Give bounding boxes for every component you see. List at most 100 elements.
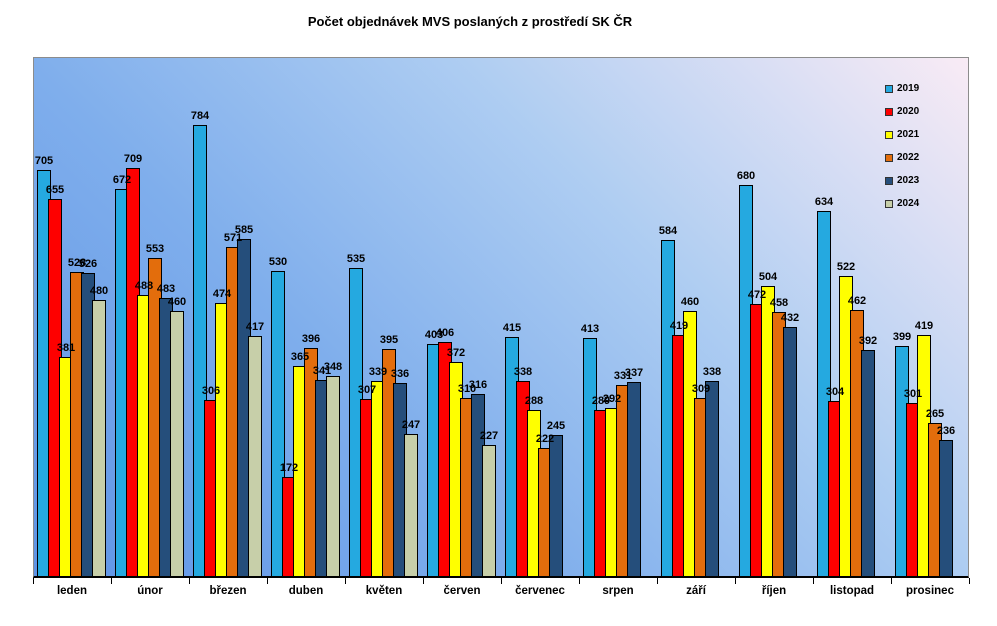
bar-2019-listopad <box>817 211 831 576</box>
bar-value-label: 458 <box>769 297 789 309</box>
bar-value-label: 585 <box>234 224 254 236</box>
bar-value-label: 245 <box>546 420 566 432</box>
bar-2023-červenec <box>549 435 563 576</box>
axis-tick <box>267 578 268 584</box>
bar-group-leden: 705 655 381 528 526 480 <box>34 58 112 576</box>
axis-tick <box>579 578 580 584</box>
bar-value-label: 705 <box>34 155 54 167</box>
axis-tick <box>33 578 34 584</box>
legend-item-2023: 2023 <box>885 176 919 186</box>
axis-tick <box>891 578 892 584</box>
bar-value-label: 488 <box>134 280 154 292</box>
bar-value-label: 504 <box>758 271 778 283</box>
axis-tick <box>423 578 424 584</box>
axis-tick <box>735 578 736 584</box>
bar-value-label: 406 <box>435 327 455 339</box>
legend-label: 2023 <box>897 175 920 186</box>
bar-2019-březen <box>193 125 207 576</box>
bar-value-label: 172 <box>279 462 299 474</box>
bar-group-prosinec: 399 301 419 265 236 <box>892 58 970 576</box>
bar-group-listopad: 634 304 522 462 392 <box>814 58 892 576</box>
legend-swatch-icon <box>885 131 893 139</box>
month-label-srpen: srpen <box>602 585 634 597</box>
legend-label: 2022 <box>897 152 920 163</box>
bar-value-label: 460 <box>680 296 700 308</box>
bar-value-label: 301 <box>903 388 923 400</box>
bar-value-label: 222 <box>535 433 555 445</box>
bar-value-label: 307 <box>357 384 377 396</box>
bar-2024-duben <box>326 376 340 576</box>
legend-label: 2020 <box>897 106 920 117</box>
bar-value-label: 341 <box>312 365 332 377</box>
bar-group-červen: 403 406 372 310 316 227 <box>424 58 502 576</box>
bar-value-label: 553 <box>145 243 165 255</box>
bar-value-label: 474 <box>212 288 232 300</box>
bar-value-label: 528 <box>67 257 87 269</box>
bar-2024-červen <box>482 445 496 576</box>
legend-item-2020: 2020 <box>885 107 919 117</box>
legend-item-2021: 2021 <box>885 130 919 140</box>
bar-group-srpen: 413 289 292 331 337 <box>580 58 658 576</box>
bar-value-label: 348 <box>323 361 343 373</box>
bar-value-label: 655 <box>45 184 65 196</box>
bar-value-label: 292 <box>602 393 622 405</box>
bar-group-červenec: 415 338 288 222 245 <box>502 58 580 576</box>
bar-value-label: 480 <box>89 285 109 297</box>
bar-value-label: 535 <box>346 253 366 265</box>
axis-tick <box>657 578 658 584</box>
bar-value-label: 432 <box>780 312 800 324</box>
bar-value-label: 236 <box>936 425 956 437</box>
month-label-květen: květen <box>365 585 403 597</box>
bar-group-říjen: 680 472 504 458 432 <box>736 58 814 576</box>
legend-item-2019: 2019 <box>885 84 919 94</box>
bar-value-label: 337 <box>624 367 644 379</box>
bar-value-label: 483 <box>156 283 176 295</box>
bar-value-label: 339 <box>368 366 388 378</box>
axis-tick <box>111 578 112 584</box>
bar-value-label: 304 <box>825 386 845 398</box>
bar-value-label: 413 <box>580 323 600 335</box>
axis-tick <box>189 578 190 584</box>
legend-swatch-icon <box>885 85 893 93</box>
bar-value-label: 419 <box>914 320 934 332</box>
axis-tick <box>813 578 814 584</box>
bar-2023-září <box>705 381 719 576</box>
bar-value-label: 460 <box>167 296 187 308</box>
bar-2023-listopad <box>861 350 875 576</box>
legend-item-2024: 2024 <box>885 199 919 209</box>
bar-value-label: 634 <box>814 196 834 208</box>
bar-value-label: 338 <box>702 366 722 378</box>
month-label-prosinec: prosinec <box>906 585 954 597</box>
bar-value-label: 530 <box>268 256 288 268</box>
bar-value-label: 316 <box>468 379 488 391</box>
bar-value-label: 584 <box>658 225 678 237</box>
axis-tick <box>501 578 502 584</box>
month-label-leden: leden <box>56 585 88 597</box>
bar-value-label: 396 <box>301 333 321 345</box>
bar-value-label: 709 <box>123 153 143 165</box>
month-label-únor: únor <box>137 585 163 597</box>
bar-value-label: 419 <box>669 320 689 332</box>
bar-2023-srpen <box>627 382 641 576</box>
bar-value-label: 372 <box>446 347 466 359</box>
month-label-březen: březen <box>209 585 247 597</box>
bar-value-label: 381 <box>56 342 76 354</box>
bar-2023-prosinec <box>939 440 953 576</box>
bar-2024-leden <box>92 300 106 576</box>
bar-2023-říjen <box>783 327 797 576</box>
month-label-červen: červen <box>443 585 481 597</box>
bar-value-label: 472 <box>747 289 767 301</box>
bar-value-label: 395 <box>379 334 399 346</box>
bar-value-label: 310 <box>457 383 477 395</box>
bar-2024-únor <box>170 311 184 576</box>
bar-group-únor: 672 709 488 553 483 460 <box>112 58 190 576</box>
bar-2019-duben <box>271 271 285 576</box>
bar-value-label: 331 <box>613 370 633 382</box>
month-label-září: září <box>686 585 706 597</box>
chart-title: Počet objednávek MVS poslaných z prostře… <box>307 14 633 29</box>
bar-value-label: 309 <box>691 383 711 395</box>
bar-2024-květen <box>404 434 418 576</box>
bar-value-label: 680 <box>736 170 756 182</box>
bar-value-label: 336 <box>390 368 410 380</box>
